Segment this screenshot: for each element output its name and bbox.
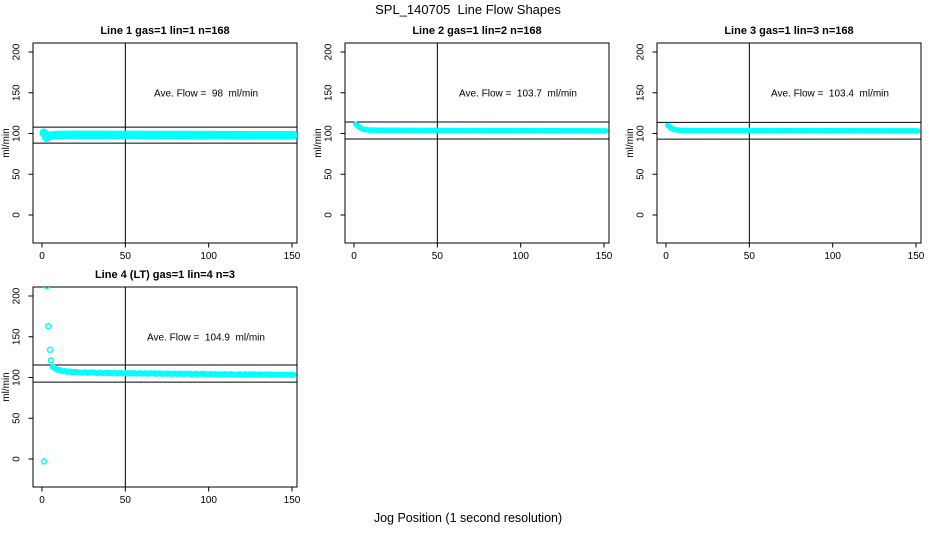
svg-text:0: 0 (663, 251, 669, 262)
svg-text:150: 150 (908, 251, 925, 262)
plot-area-line-1: 0 50 100 150 0 50 100 150 200 ml/min (1, 42, 301, 262)
svg-text:50: 50 (12, 168, 23, 180)
panel-title: Line 3 gas=1 lin=3 n=168 (724, 25, 854, 37)
svg-text:50: 50 (432, 251, 444, 262)
svg-text:0: 0 (324, 212, 335, 218)
ave-flow-annotation: Ave. Flow = 103.7 ml/min (459, 88, 577, 100)
svg-text:50: 50 (120, 495, 132, 506)
svg-text:100: 100 (636, 125, 647, 142)
svg-text:150: 150 (596, 251, 613, 262)
panel-line-1: 0 50 100 150 0 50 100 150 200 ml/min Line 1 gas=1… (0, 18, 312, 268)
panel-title: Line 4 (LT) gas=1 lin=4 n=3 (94, 269, 236, 281)
panel-line-4: 0 50 100 150 0 50 100 150 200 ml/min Line 4 (LT) … (0, 262, 312, 512)
svg-text:150: 150 (284, 251, 301, 262)
svg-text:0: 0 (636, 212, 647, 218)
svg-text:100: 100 (12, 125, 23, 142)
svg-text:ml/min: ml/min (625, 128, 636, 157)
svg-text:0: 0 (12, 212, 23, 218)
ave-flow-annotation: Ave. Flow = 98 ml/min (153, 88, 259, 100)
ave-flow-annotation: Ave. Flow = 103.4 ml/min (771, 88, 889, 100)
svg-text:150: 150 (12, 84, 23, 101)
svg-text:50: 50 (324, 168, 335, 180)
svg-text:150: 150 (12, 328, 23, 345)
plot-area-line-2: 0 50 100 150 0 50 100 150 200 ml/min (313, 42, 613, 262)
svg-text:0: 0 (39, 495, 45, 506)
panel-title: Line 1 gas=1 lin=1 n=168 (100, 25, 230, 37)
svg-text:100: 100 (824, 251, 841, 262)
svg-text:50: 50 (744, 251, 756, 262)
panel-line-3: 0 50 100 150 0 50 100 150 200 ml/min Line 3 gas=1… (624, 18, 936, 268)
svg-text:100: 100 (200, 251, 217, 262)
svg-text:150: 150 (284, 495, 301, 506)
svg-text:200: 200 (12, 43, 23, 60)
svg-text:100: 100 (512, 251, 529, 262)
x-axis-label: Jog Position (1 second resolution) (373, 511, 563, 525)
svg-text:100: 100 (324, 125, 335, 142)
svg-text:100: 100 (12, 369, 23, 386)
svg-text:ml/min: ml/min (313, 128, 324, 157)
svg-text:200: 200 (324, 43, 335, 60)
svg-text:50: 50 (12, 412, 23, 424)
svg-text:ml/min: ml/min (1, 128, 12, 157)
svg-text:0: 0 (39, 251, 45, 262)
svg-text:0: 0 (351, 251, 357, 262)
svg-text:200: 200 (636, 43, 647, 60)
panel-title: Line 2 gas=1 lin=2 n=168 (412, 25, 542, 37)
plot-area-line-4: 0 50 100 150 0 50 100 150 200 ml/min (1, 286, 301, 506)
svg-text:200: 200 (12, 287, 23, 304)
svg-text:50: 50 (120, 251, 132, 262)
svg-text:0: 0 (12, 456, 23, 462)
plot-area-line-3: 0 50 100 150 0 50 100 150 200 ml/min (625, 42, 925, 262)
svg-text:50: 50 (636, 168, 647, 180)
svg-text:150: 150 (324, 84, 335, 101)
ave-flow-annotation: Ave. Flow = 104.9 ml/min (147, 332, 265, 344)
svg-text:ml/min: ml/min (1, 372, 12, 401)
svg-text:150: 150 (636, 84, 647, 101)
panel-line-2: 0 50 100 150 0 50 100 150 200 ml/min Line 2 gas=1… (312, 18, 624, 268)
svg-text:100: 100 (200, 495, 217, 506)
figure-title: SPL_140705 Line Flow Shapes (375, 2, 561, 17)
